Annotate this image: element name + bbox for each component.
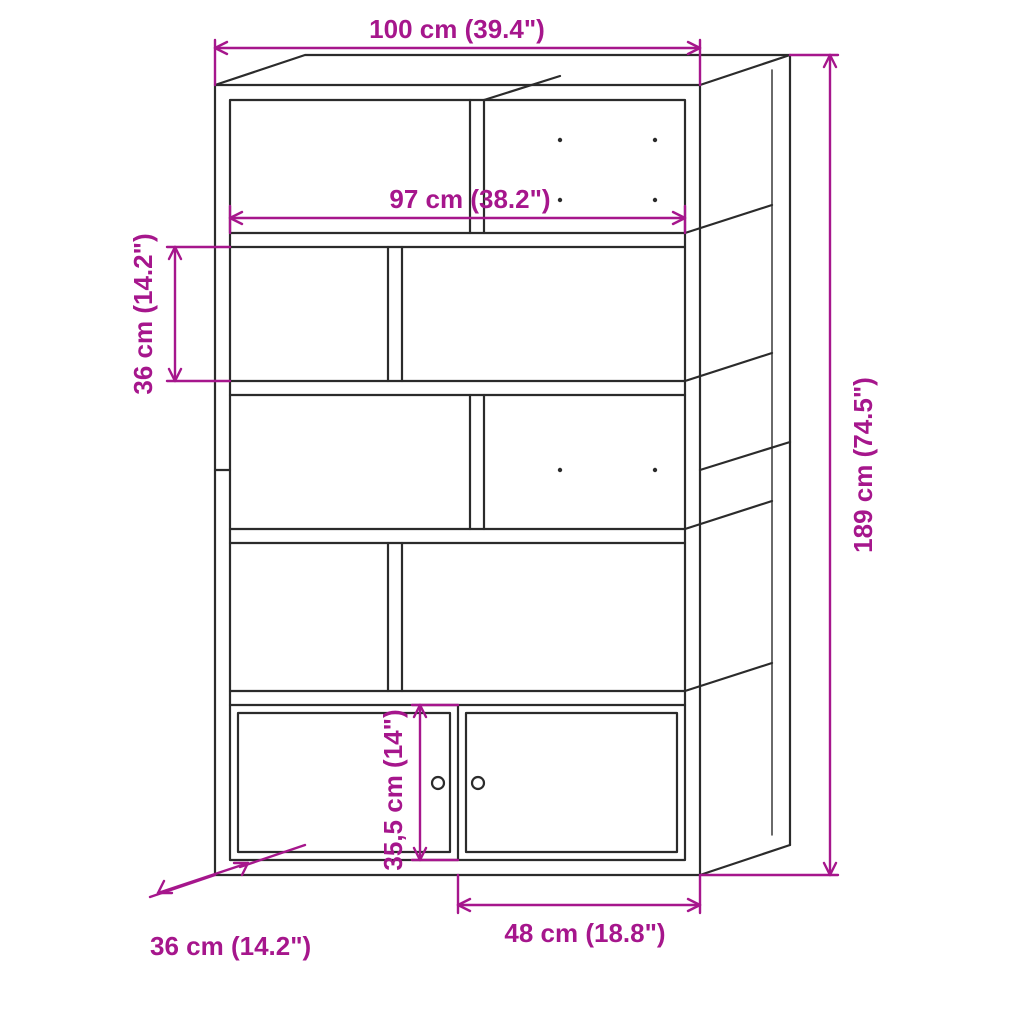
bookshelf-outline bbox=[215, 55, 790, 875]
label-shelf-height: 36 cm (14.2") bbox=[128, 233, 158, 394]
dimension-lines bbox=[150, 40, 838, 913]
dim-width-overall bbox=[215, 40, 700, 85]
dim-door-height bbox=[412, 705, 458, 860]
dim-height-overall bbox=[700, 55, 838, 875]
label-door-height: 35,5 cm (14") bbox=[378, 709, 408, 870]
label-depth: 36 cm (14.2") bbox=[150, 931, 311, 961]
dim-depth bbox=[150, 845, 305, 897]
dim-door-width bbox=[458, 875, 700, 913]
label-door-width: 48 cm (18.8") bbox=[504, 918, 665, 948]
dim-shelf-height bbox=[167, 247, 230, 381]
label-width-overall: 100 cm (39.4") bbox=[369, 14, 545, 44]
label-height-overall: 189 cm (74.5") bbox=[848, 377, 878, 553]
dimension-labels: 100 cm (39.4") 97 cm (38.2") 189 cm (74.… bbox=[128, 14, 878, 961]
label-width-inner: 97 cm (38.2") bbox=[389, 184, 550, 214]
dimension-drawing: 100 cm (39.4") 97 cm (38.2") 189 cm (74.… bbox=[0, 0, 1024, 1024]
